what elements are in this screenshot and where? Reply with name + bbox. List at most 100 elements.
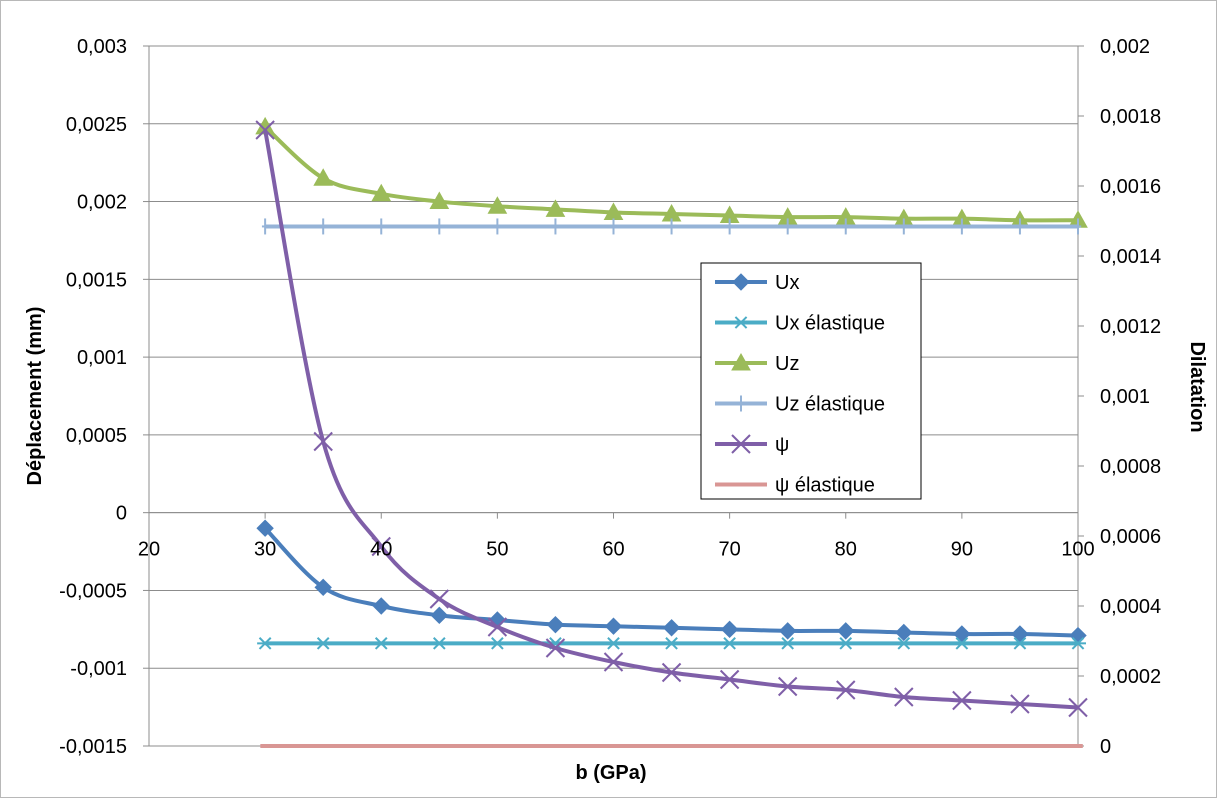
data-point (431, 637, 448, 650)
data-point (837, 637, 854, 650)
legend-swatch-marker (732, 273, 750, 291)
data-point (1074, 218, 1082, 235)
data-point (603, 652, 624, 672)
data-point (489, 637, 506, 650)
data-point (552, 218, 559, 235)
legend-label: Ux (775, 272, 799, 294)
x-tick-label: 80 (835, 539, 857, 561)
data-point (661, 662, 682, 683)
data-point (372, 597, 390, 615)
legend-items: Ux Ux élastique Uz Uz élastique ψ ψ élastique (715, 272, 885, 497)
data-point (378, 218, 385, 235)
data-point (545, 638, 566, 658)
y-right-tick-label: 0 (1100, 736, 1111, 758)
data-point (837, 622, 855, 640)
data-point (958, 218, 966, 235)
y-axis-left-title: Déplacement (mm) (24, 307, 46, 486)
data-point (371, 536, 391, 557)
data-point (842, 218, 849, 235)
data-point (668, 218, 675, 235)
y-right-tick-label: 0,0014 (1100, 246, 1161, 268)
x-tick-label: 40 (370, 539, 392, 561)
series (255, 116, 1088, 748)
x-tick-label: 20 (138, 539, 160, 561)
y-right-tick-label: 0,0008 (1100, 456, 1161, 478)
legend-swatch-marker (731, 434, 751, 454)
data-point (487, 196, 508, 214)
y-right-tick-label: 0,001 (1100, 386, 1150, 408)
data-point (895, 637, 912, 650)
y-right-tick-label: 0,0004 (1100, 596, 1161, 618)
legend-label: Ux élastique (775, 313, 885, 335)
x-tick-label: 60 (602, 539, 624, 561)
data-point (313, 168, 334, 186)
series-1 (257, 637, 1086, 650)
y-axis-right-title: Dilatation (1186, 341, 1208, 432)
data-point (1010, 694, 1030, 714)
data-point (429, 191, 450, 210)
x-tick-label: 50 (486, 539, 508, 561)
data-point (494, 218, 501, 235)
data-point (545, 199, 566, 217)
data-point (953, 625, 971, 643)
y-left-tick-label: 0,003 (77, 36, 127, 58)
y-left-tick-label: -0,0015 (59, 736, 127, 758)
legend-label: ψ élastique (775, 475, 875, 497)
data-point (604, 617, 623, 635)
data-point (1070, 637, 1086, 650)
y-left-tick-label: 0,0015 (66, 269, 127, 291)
tick-labels: -0,0015 -0,001 -0,0005 0 0,0005 0,001 0,0015 0,… (59, 36, 1161, 758)
data-point (430, 606, 449, 625)
data-point (953, 637, 970, 650)
data-point (779, 637, 796, 650)
y-right-tick-label: 0,0012 (1100, 316, 1161, 338)
data-point (777, 676, 798, 697)
data-point (319, 218, 327, 235)
data-point (313, 431, 333, 452)
series-4 (255, 120, 1088, 718)
data-point (726, 218, 733, 235)
y-right-tick-label: 0,0016 (1100, 176, 1161, 198)
data-point (719, 669, 740, 690)
y-left-tick-label: -0,001 (70, 658, 127, 680)
data-point (836, 680, 856, 700)
y-left-tick-label: 0,002 (77, 192, 127, 214)
data-point (610, 218, 617, 235)
series-3 (261, 218, 1082, 235)
x-tick-label: 90 (951, 539, 973, 561)
y-left-tick-label: 0,0025 (66, 114, 127, 136)
y-left-tick-label: 0,0005 (66, 425, 127, 447)
series-2 (255, 116, 1088, 228)
data-point (1068, 697, 1088, 718)
legend-label: ψ (775, 434, 789, 456)
y-left-tick-label: 0,001 (77, 347, 127, 369)
data-point (894, 687, 914, 707)
data-point (784, 218, 791, 235)
data-point (895, 623, 913, 642)
x-tick-label: 100 (1061, 539, 1094, 561)
legend: Ux Ux élastique Uz Uz élastique ψ ψ élastique (700, 262, 922, 500)
legend-swatch-marker (733, 316, 749, 329)
data-point (900, 218, 908, 235)
data-point (605, 637, 622, 650)
axes (143, 45, 1084, 747)
data-point (1016, 218, 1024, 235)
data-point (487, 617, 508, 637)
data-point (373, 637, 390, 650)
data-point (662, 619, 681, 637)
y-left-tick-label: 0 (116, 503, 127, 525)
y-right-tick-label: 0,0018 (1100, 106, 1161, 128)
data-point (720, 620, 739, 639)
data-point (429, 589, 450, 609)
data-point (255, 120, 275, 140)
data-point (778, 622, 797, 640)
data-point (1011, 637, 1028, 650)
x-tick-label: 70 (719, 539, 741, 561)
legend-swatch-marker (737, 395, 745, 412)
y-left-tick-label: -0,0005 (59, 580, 127, 602)
data-point (721, 637, 738, 650)
series-line (263, 129, 1079, 710)
data-point (663, 637, 680, 650)
data-point (436, 218, 443, 235)
